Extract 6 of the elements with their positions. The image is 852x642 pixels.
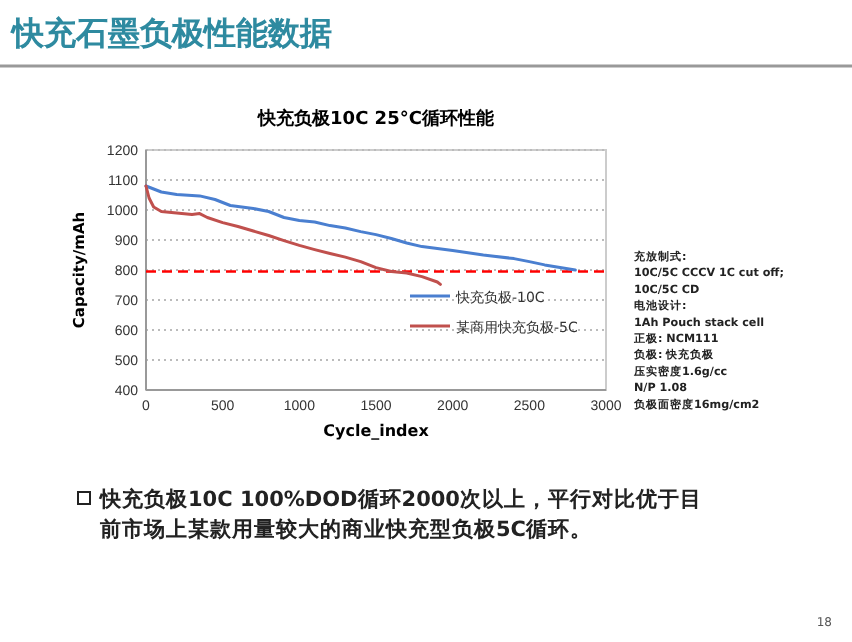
chart-title: 快充负极10C 25°C循环性能 — [256, 108, 496, 130]
line-series — [144, 184, 442, 286]
line-series — [144, 184, 577, 272]
text: 快充负极10C 100%DOD循环2000次以上，平行对比优于目前市场上某款用量较大的商业快充型负极5C循环。 — [98, 486, 702, 542]
text: 快充石墨负极性能数据 — [10, 14, 332, 52]
x-axis-title: Cycle_index — [323, 422, 431, 440]
